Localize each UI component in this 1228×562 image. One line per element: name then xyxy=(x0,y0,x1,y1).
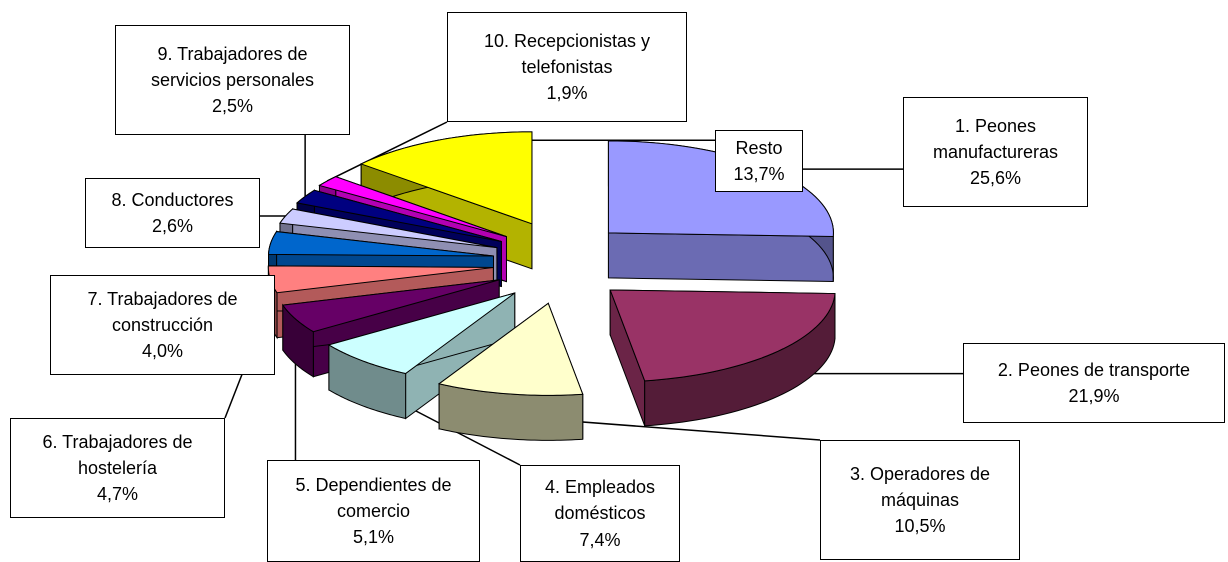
value-label: 7,4% xyxy=(579,529,621,550)
value-label: 5,1% xyxy=(352,527,395,548)
category-label: 4. Empleados domésticos xyxy=(544,477,656,524)
category-label: 9. Trabajadores de servicios personales xyxy=(150,43,315,90)
category-label: 6. Trabajadores de hostelería xyxy=(42,431,193,478)
data-label: 9. Trabajadores de servicios personales 2… xyxy=(115,25,350,135)
category-label: 7. Trabajadores de construcción xyxy=(87,288,238,335)
data-label: 2. Peones de transporte 21,9% xyxy=(963,343,1225,423)
slice xyxy=(359,131,533,225)
category-label: 8. Conductores xyxy=(111,189,234,210)
data-label: 8. Conductores 2,6% xyxy=(85,178,260,248)
data-label: 6. Trabajadores de hostelería 4,7% xyxy=(10,418,225,518)
slice xyxy=(281,279,500,333)
value-label: 2,5% xyxy=(211,96,254,117)
value-label: 21,9% xyxy=(1068,386,1120,406)
slice xyxy=(318,176,507,238)
slice xyxy=(267,231,494,257)
value-label: 4,7% xyxy=(96,484,139,505)
slice-side xyxy=(607,232,834,283)
value-label: 10,5% xyxy=(894,516,946,537)
slice xyxy=(437,302,584,396)
data-label: 5. Dependientes de comercio 5,1% xyxy=(267,460,480,562)
value-label: 4,0% xyxy=(141,341,184,362)
data-label: 7. Trabajadores de construcción 4,0% xyxy=(50,275,275,375)
leader-line xyxy=(326,121,448,182)
data-label: Resto 13,7% xyxy=(715,130,803,192)
slice xyxy=(295,189,502,242)
category-label: 1. Peones manufactureras xyxy=(932,115,1059,162)
category-label: 3. Operadores de máquinas xyxy=(849,463,991,510)
value-label: 25,6% xyxy=(969,168,1022,189)
category-label: Resto xyxy=(735,137,783,158)
category-label: 5. Dependientes de comercio xyxy=(295,474,452,521)
data-label: 1. Peones manufactureras 25,6% xyxy=(903,97,1088,207)
category-label: 2. Peones de transporte xyxy=(997,359,1191,380)
data-label: 10. Recepcionistas y telefonistas 1,9% xyxy=(447,12,687,122)
data-label: 4. Empleados domésticos 7,4% xyxy=(520,465,680,562)
data-label: 3. Operadores de máquinas 10,5% xyxy=(820,440,1020,560)
slice xyxy=(279,208,497,249)
value-label: 13,7% xyxy=(733,164,785,184)
category-label: 10. Recepcionistas y telefonistas xyxy=(483,30,651,77)
slice xyxy=(609,289,836,382)
slice xyxy=(327,292,516,375)
value-label: 2,6% xyxy=(151,216,194,236)
value-label: 1,9% xyxy=(546,83,588,104)
